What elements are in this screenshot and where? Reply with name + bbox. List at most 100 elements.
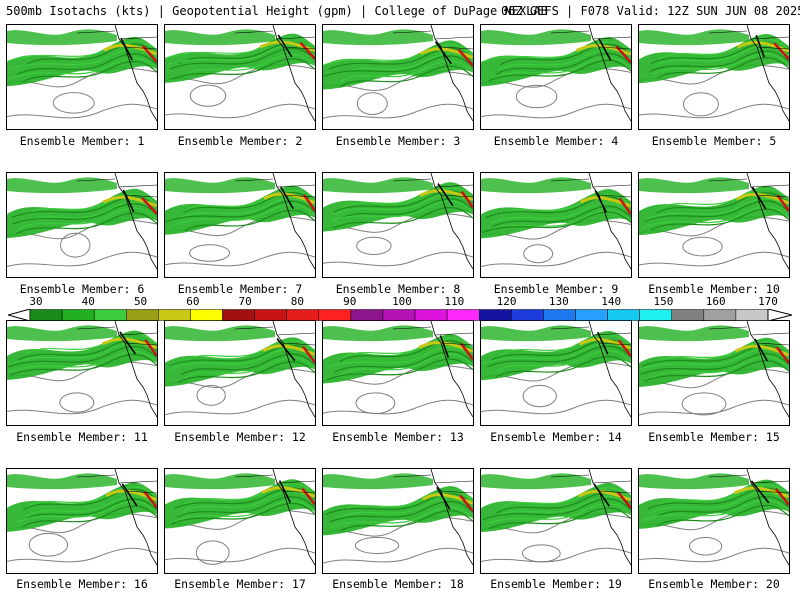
colorbar-swatch xyxy=(639,309,672,321)
isotach-streak xyxy=(26,43,157,66)
jet-core xyxy=(460,190,473,209)
isotach-map xyxy=(639,321,789,418)
political-border xyxy=(550,178,631,198)
trough-axis xyxy=(278,480,292,503)
isotach-band xyxy=(165,473,275,490)
jet-core xyxy=(733,486,789,499)
jet-core xyxy=(459,494,473,513)
height-contour xyxy=(521,544,561,563)
colorbar-tick-label: 60 xyxy=(186,295,200,308)
height-contour xyxy=(60,232,91,258)
panel-label: Ensemble Member: 3 xyxy=(335,134,461,148)
jet-core xyxy=(302,345,315,364)
isotach-streak xyxy=(494,495,631,518)
political-border xyxy=(234,474,315,494)
panel-label: Ensemble Member: 17 xyxy=(174,577,306,591)
isotach-map xyxy=(7,321,157,418)
colorbar-min-arrow xyxy=(8,309,31,321)
colorbar-swatch xyxy=(318,309,352,321)
political-border xyxy=(392,30,473,50)
colorbar-swatch xyxy=(607,309,640,321)
isotach-streak xyxy=(22,505,157,528)
isotach-streak xyxy=(11,196,157,218)
isotach-band xyxy=(165,185,315,235)
jet-core xyxy=(141,45,157,63)
colorbar-swatch xyxy=(703,309,737,321)
panel-label: Ensemble Member: 18 xyxy=(332,577,464,591)
isotach-streak xyxy=(165,200,315,223)
panel-label: Ensemble Member: 20 xyxy=(648,577,780,591)
isotach-band xyxy=(165,177,275,194)
isotach-map xyxy=(165,173,315,270)
isotach-streak xyxy=(652,53,789,75)
height-contour xyxy=(323,103,473,119)
height-contour xyxy=(681,392,727,416)
colorbar-swatch xyxy=(671,309,705,321)
ensemble-panel xyxy=(480,320,632,426)
isotach-map xyxy=(7,469,157,566)
colorbar-swatch xyxy=(543,309,576,321)
height-contour xyxy=(354,536,400,555)
isotach-map xyxy=(481,25,631,122)
jet-core xyxy=(102,195,157,208)
ensemble-panel xyxy=(480,468,632,574)
isotach-band xyxy=(639,29,749,46)
isotach-streak xyxy=(339,65,473,88)
trough-axis xyxy=(120,37,133,61)
political-border xyxy=(76,30,157,50)
isotach-streak xyxy=(326,346,473,369)
colorbar-swatch xyxy=(478,309,512,321)
isotach-streak xyxy=(500,194,631,216)
trough-axis xyxy=(122,189,135,213)
colorbar-tick-label: 40 xyxy=(81,295,95,308)
coastline xyxy=(114,173,157,270)
height-contour xyxy=(59,392,95,413)
coastline xyxy=(272,469,315,566)
trough-axis xyxy=(594,189,607,213)
isotach-streak xyxy=(334,351,473,373)
isotach-streak xyxy=(488,507,631,530)
height-contour xyxy=(639,399,789,416)
map-header: 500mb Isotachs (kts) | Geopotential Heig… xyxy=(0,0,800,22)
colorbar-swatch xyxy=(158,309,191,321)
isotach-streak xyxy=(643,360,789,382)
coastline xyxy=(746,25,789,122)
coastline xyxy=(114,469,157,566)
coastline xyxy=(272,173,315,270)
isotach-streak xyxy=(481,41,631,63)
ensemble-panel xyxy=(164,320,316,426)
colorbar-tick-label: 170 xyxy=(758,295,778,308)
political-border xyxy=(550,474,631,494)
isotach-streak xyxy=(340,60,473,83)
ensemble-panel xyxy=(322,320,474,426)
isotach-streak xyxy=(18,207,157,230)
jet-core xyxy=(299,42,315,60)
trough-axis xyxy=(750,480,770,504)
height-contour xyxy=(481,399,631,415)
isotach-streak xyxy=(184,357,315,379)
height-contour xyxy=(481,547,631,563)
isotach-band xyxy=(481,37,631,87)
political-border xyxy=(234,326,315,346)
isotach-streak xyxy=(180,353,315,376)
isotach-band xyxy=(323,486,473,536)
ensemble-panel xyxy=(164,172,316,278)
colorbar-swatch xyxy=(414,309,448,321)
height-contour xyxy=(682,92,719,117)
isotach-map xyxy=(7,25,157,122)
political-border xyxy=(76,178,157,198)
trough-axis xyxy=(436,486,451,510)
product-title: 500mb Isotachs (kts) | Geopotential Heig… xyxy=(6,4,548,18)
trough-axis xyxy=(119,331,136,355)
height-contour xyxy=(356,236,392,256)
political-border xyxy=(708,326,789,346)
isotach-streak xyxy=(657,57,789,79)
panel-label: Ensemble Member: 19 xyxy=(490,577,622,591)
coastline xyxy=(430,321,473,418)
isotach-streak xyxy=(21,201,157,224)
coastline xyxy=(430,25,473,122)
colorbar-swatch xyxy=(126,309,159,321)
isotach-band xyxy=(639,177,749,194)
isotach-streak xyxy=(326,358,473,381)
isotach-map xyxy=(165,25,315,122)
